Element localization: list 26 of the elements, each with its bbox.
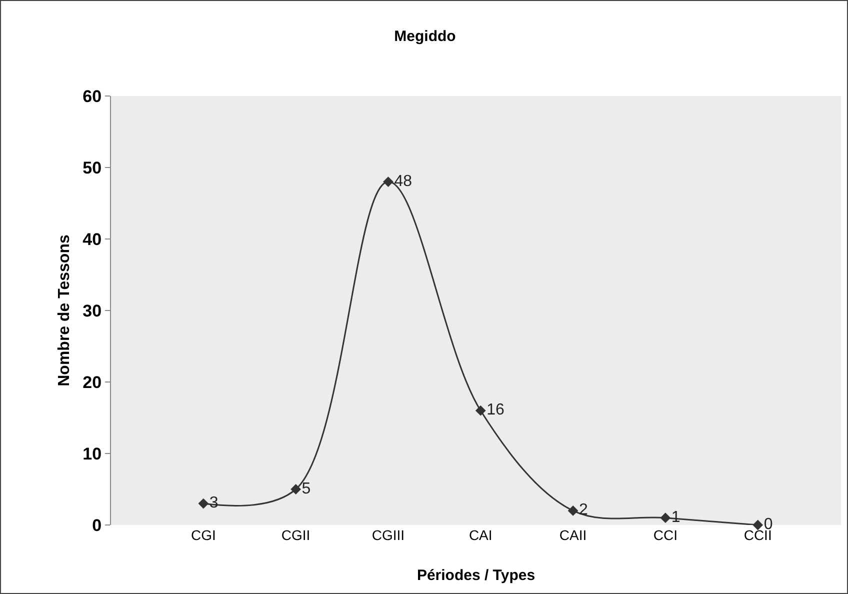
- x-tick-label: CCI: [653, 527, 678, 543]
- y-tick-label: 30: [82, 301, 102, 320]
- y-tick-label: 10: [82, 444, 102, 464]
- point: [383, 176, 394, 187]
- y-tick-label: 0: [92, 516, 102, 535]
- y-tick-label: 60: [82, 86, 102, 106]
- y-axis-title: Nombre de Tessons: [56, 234, 73, 386]
- y-tick-label: 20: [82, 372, 102, 392]
- point: [290, 484, 302, 494]
- data-label: 16: [486, 402, 505, 419]
- data-label: 5: [302, 480, 311, 498]
- x-axis-title: Périodes / Types: [416, 567, 536, 584]
- x-tick-label: CGI: [190, 527, 216, 543]
- y-tick-label: 50: [82, 158, 102, 178]
- x-tick-label: CGII: [281, 527, 310, 543]
- point: [198, 498, 209, 509]
- y-tick-label: 40: [82, 230, 102, 249]
- x-tick-label: CAII: [559, 527, 587, 543]
- point: [568, 506, 578, 516]
- data-label: 48: [394, 172, 412, 190]
- x-tick-label: CAI: [468, 527, 492, 543]
- chart-title: Megiddo: [394, 28, 456, 46]
- point: [475, 405, 486, 416]
- point: [752, 520, 764, 530]
- x-tick-label: CGIII: [372, 527, 405, 543]
- point: [660, 512, 671, 524]
